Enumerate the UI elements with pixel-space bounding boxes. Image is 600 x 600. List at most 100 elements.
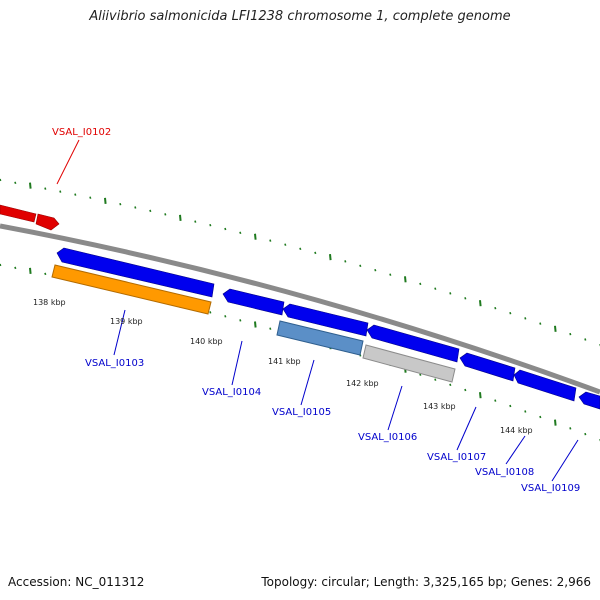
minor-tick <box>374 268 377 272</box>
gene-label-vsal-i0109[interactable]: VSAL_I0109 <box>521 483 580 494</box>
leader-line-vsal-i0108 <box>505 435 526 465</box>
scale-label: 141 kbp <box>268 357 301 366</box>
minor-tick <box>284 243 287 246</box>
minor-tick <box>509 404 512 408</box>
major-tick <box>254 321 257 328</box>
gene-feature-vsal-i0107[interactable] <box>459 352 516 382</box>
gene-feature-vsal-i0106[interactable] <box>366 324 460 363</box>
minor-tick <box>434 378 437 381</box>
minor-tick <box>44 187 47 190</box>
gene-feature-vsal-i0104[interactable] <box>222 288 285 316</box>
minor-tick <box>344 260 347 263</box>
leader-line-vsal-i0107 <box>456 406 477 451</box>
minor-tick <box>239 319 242 322</box>
minor-tick <box>44 272 47 276</box>
scale-label: 142 kbp <box>346 379 379 388</box>
minor-tick <box>494 306 497 310</box>
gene-feature-vsal-i0108[interactable] <box>513 369 577 402</box>
minor-tick <box>584 432 587 436</box>
gene-label-vsal-i0106[interactable]: VSAL_I0106 <box>358 432 417 443</box>
leader-line-vsal-i0102 <box>56 139 80 185</box>
minor-tick <box>449 292 452 295</box>
minor-tick <box>194 220 197 223</box>
gene-labels: VSAL_I0102 VSAL_I0103 VSAL_I0104 VSAL_I0… <box>52 127 580 494</box>
minor-tick <box>269 327 272 330</box>
minor-tick <box>164 213 167 216</box>
gene-feature-vsal-i0109[interactable] <box>578 391 600 410</box>
scale-label: 143 kbp <box>423 402 456 411</box>
major-tick <box>254 233 257 240</box>
reverse-strand-features <box>56 247 600 410</box>
minor-tick <box>359 264 362 268</box>
leader-line-vsal-i0106 <box>387 385 403 431</box>
gene-label-vsal-i0107[interactable]: VSAL_I0107 <box>427 452 486 463</box>
minor-tick <box>119 202 122 206</box>
accession-text: Accession: NC_011312 <box>8 575 145 589</box>
leader-line-vsal-i0104 <box>231 340 243 386</box>
major-tick <box>29 182 32 189</box>
minor-tick <box>224 227 227 231</box>
minor-tick <box>539 415 542 419</box>
minor-tick <box>0 178 2 182</box>
major-tick <box>179 214 182 221</box>
steelblue-feature[interactable] <box>276 320 364 356</box>
minor-tick <box>584 338 587 341</box>
minor-tick <box>209 223 212 227</box>
scale-label: 140 kbp <box>190 337 223 346</box>
minor-tick <box>14 181 17 185</box>
gene-feature-vsal-i0105[interactable] <box>282 303 369 337</box>
gene-label-vsal-i0105[interactable]: VSAL_I0105 <box>272 407 331 418</box>
map-title: Aliivibrio salmonicida LFI1238 chromosom… <box>89 9 511 24</box>
scale-label: 144 kbp <box>500 426 533 435</box>
minor-tick <box>89 196 92 199</box>
minor-tick <box>299 247 302 251</box>
minor-tick <box>449 383 452 387</box>
gene-label-vsal-i0102[interactable]: VSAL_I0102 <box>52 127 111 138</box>
gene-feature-vsal-i0102-a[interactable] <box>0 204 37 223</box>
minor-tick <box>569 427 572 430</box>
minor-tick <box>149 209 152 213</box>
major-tick <box>104 197 107 204</box>
minor-tick <box>59 190 62 193</box>
gene-label-vsal-i0103[interactable]: VSAL_I0103 <box>85 358 144 369</box>
chromosome-backbone <box>0 223 600 395</box>
major-tick <box>479 392 482 399</box>
outer-tick-ring <box>0 178 600 347</box>
other-features <box>51 264 456 383</box>
scale-label: 139 kbp <box>110 317 143 326</box>
minor-tick <box>14 266 17 270</box>
minor-tick <box>524 317 527 320</box>
major-tick <box>554 325 557 332</box>
major-tick <box>479 300 482 307</box>
major-tick <box>29 267 32 274</box>
gene-label-vsal-i0108[interactable]: VSAL_I0108 <box>475 467 534 478</box>
genome-summary-text: Topology: circular; Length: 3,325,165 bp… <box>261 575 591 589</box>
minor-tick <box>269 239 272 242</box>
minor-tick <box>419 373 422 376</box>
minor-tick <box>419 282 422 286</box>
minor-tick <box>134 206 137 209</box>
minor-tick <box>209 311 212 314</box>
major-tick <box>554 419 557 426</box>
leader-line-vsal-i0105 <box>300 359 315 406</box>
gene-feature-vsal-i0102-b[interactable] <box>35 213 60 231</box>
orange-feature[interactable] <box>51 264 212 315</box>
minor-tick <box>314 251 317 255</box>
label-leaders <box>56 139 579 482</box>
minor-tick <box>464 388 467 392</box>
minor-tick <box>494 399 497 402</box>
gene-feature-vsal-i0103[interactable] <box>56 247 215 298</box>
forward-strand-features <box>0 204 60 231</box>
major-tick <box>329 254 332 261</box>
leader-line-vsal-i0103 <box>113 309 126 356</box>
minor-tick <box>434 287 437 290</box>
minor-tick <box>74 193 77 196</box>
minor-tick <box>569 332 572 336</box>
minor-tick <box>464 297 467 300</box>
minor-tick <box>239 231 242 235</box>
gray-feature[interactable] <box>362 344 456 383</box>
minor-tick <box>509 311 512 315</box>
minor-tick <box>0 263 2 267</box>
gene-label-vsal-i0104[interactable]: VSAL_I0104 <box>202 387 261 398</box>
